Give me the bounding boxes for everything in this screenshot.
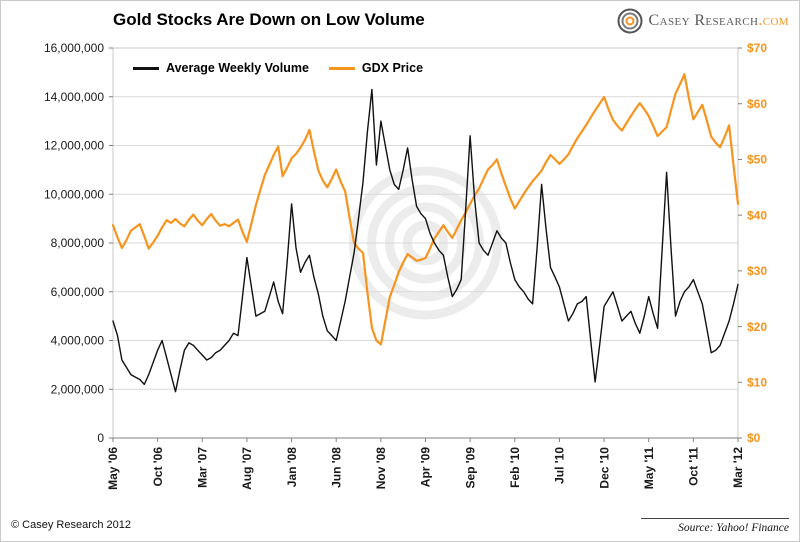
price-axis-tick-label: $30 [747, 264, 767, 278]
date-axis-tick-label: Jul '10 [553, 447, 567, 484]
date-axis-tick-label: Aug '07 [240, 447, 254, 490]
brand-name: Casey Research [648, 12, 759, 29]
date-axis-tick-label: Oct '11 [687, 447, 701, 486]
date-axis-tick-label: Sep '09 [463, 447, 477, 489]
volume-axis-tick-label: 4,000,000 [51, 334, 105, 348]
chart-title: Gold Stocks Are Down on Low Volume [113, 10, 425, 29]
volume-axis-tick-label: 16,000,000 [44, 41, 104, 55]
date-axis-tick-label: Dec '10 [597, 447, 611, 489]
date-axis-tick-label: Apr '09 [419, 447, 433, 488]
legend-label-volume: Average Weekly Volume [166, 61, 309, 75]
legend-label-price: GDX Price [361, 61, 424, 75]
brand-logo: Casey Research.com [617, 8, 789, 34]
source-divider [641, 518, 789, 519]
source-block: Source: Yahoo! Finance [641, 518, 789, 534]
volume-axis-tick-label: 12,000,000 [44, 139, 104, 153]
date-axis-tick-label: Nov '08 [374, 447, 388, 490]
price-axis-tick-label: $20 [747, 320, 767, 334]
date-axis-tick-label: Oct '06 [151, 447, 165, 487]
gold-stocks-volume-price-chart: 0 2,000,000 4,000,000 6,000,000 8,000,000 10,… [44, 41, 767, 490]
legend-item-price: GDX Price [328, 61, 424, 75]
date-axis-tick-label: Mar '12 [731, 447, 745, 488]
brand-suffix: .com [758, 12, 789, 29]
source-text: Source: Yahoo! Finance [678, 522, 789, 534]
date-axis-tick-label: Mar '07 [195, 447, 209, 488]
price-line-swatch [328, 66, 355, 70]
average-weekly-volume-series [112, 88, 739, 393]
price-axis-tick-label: $70 [747, 41, 767, 55]
date-axis-tick-label: May '11 [642, 447, 656, 490]
volume-axis-tick-label: 6,000,000 [51, 285, 105, 299]
volume-axis-tick-label: 10,000,000 [44, 187, 104, 201]
price-axis-tick-label: $40 [747, 208, 767, 222]
date-axis-tick-label: Jun '08 [329, 447, 343, 488]
gdx-price-series [111, 73, 740, 346]
casey-research-logo-icon [617, 8, 643, 34]
date-axis-tick-label: Jan '08 [285, 447, 299, 488]
chart-legend: Average Weekly Volume GDX Price [133, 61, 423, 75]
legend-item-volume: Average Weekly Volume [133, 61, 309, 75]
date-axis-tick-label: Feb '10 [508, 447, 522, 488]
price-axis-tick-label: $50 [747, 153, 767, 167]
brand-wordmark: Casey Research.com [649, 12, 789, 30]
price-axis-tick-label: $0 [747, 431, 761, 445]
volume-axis-tick-label: 14,000,000 [44, 90, 104, 104]
date-axis-tick-label: May '06 [106, 447, 120, 490]
volume-axis-tick-label: 0 [97, 431, 104, 445]
volume-line-swatch [133, 66, 159, 70]
copyright-text: © Casey Research 2012 [11, 519, 132, 531]
volume-axis-tick-label: 2,000,000 [51, 382, 105, 396]
price-axis-tick-label: $60 [747, 97, 767, 111]
volume-axis-tick-label: 8,000,000 [51, 236, 105, 250]
price-axis-tick-label: $10 [747, 375, 767, 389]
